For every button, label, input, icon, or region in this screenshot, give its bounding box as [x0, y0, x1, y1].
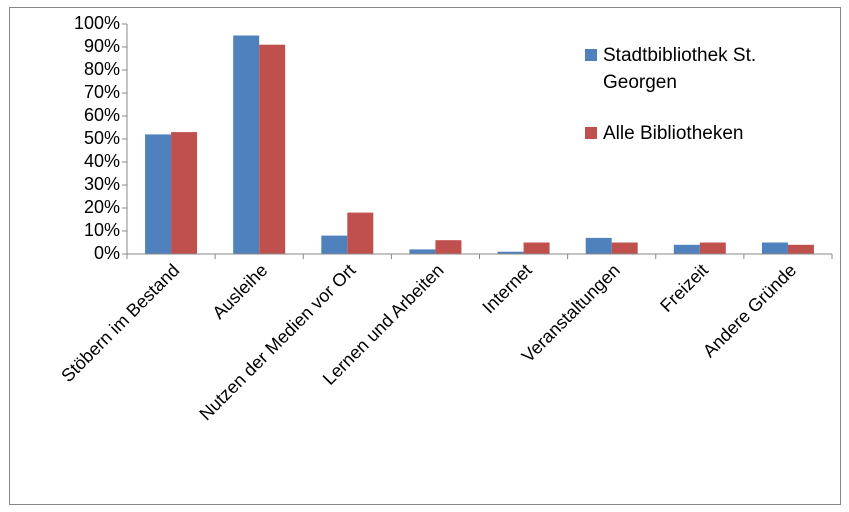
bar: [611, 242, 638, 254]
y-tick-label: 100%: [74, 13, 120, 33]
legend-item: Stadtbibliothek St. Georgen: [585, 42, 820, 96]
y-tick-label: 10%: [84, 220, 120, 240]
bar: [347, 212, 374, 254]
y-tick-label: 50%: [84, 128, 120, 148]
bar: [761, 242, 788, 254]
y-tick-label: 60%: [84, 105, 120, 125]
bar: [787, 244, 814, 254]
y-tick-label: 0%: [94, 243, 120, 263]
legend-label: Alle Bibliotheken: [603, 123, 744, 144]
bar: [585, 237, 612, 254]
y-tick-label: 90%: [84, 36, 120, 56]
bar: [435, 240, 462, 254]
legend-swatch: [585, 127, 597, 139]
chart-frame: [9, 7, 841, 505]
legend-swatch: [585, 49, 597, 61]
bar: [321, 235, 348, 254]
y-tick-label: 40%: [84, 151, 120, 171]
bar: [145, 134, 172, 254]
bar: [409, 249, 436, 254]
y-tick-label: 30%: [84, 174, 120, 194]
y-tick-label: 70%: [84, 82, 120, 102]
y-tick-label: 80%: [84, 59, 120, 79]
bar: [673, 244, 700, 254]
bar: [497, 251, 524, 254]
bar: [259, 44, 286, 255]
bar: [699, 242, 726, 254]
bar: [171, 132, 198, 254]
bar: [523, 242, 550, 254]
legend-item: Alle Bibliotheken: [585, 120, 820, 147]
legend-label: Stadtbibliothek St. Georgen: [603, 45, 757, 93]
y-tick-label: 20%: [84, 197, 120, 217]
bar: [233, 35, 260, 254]
